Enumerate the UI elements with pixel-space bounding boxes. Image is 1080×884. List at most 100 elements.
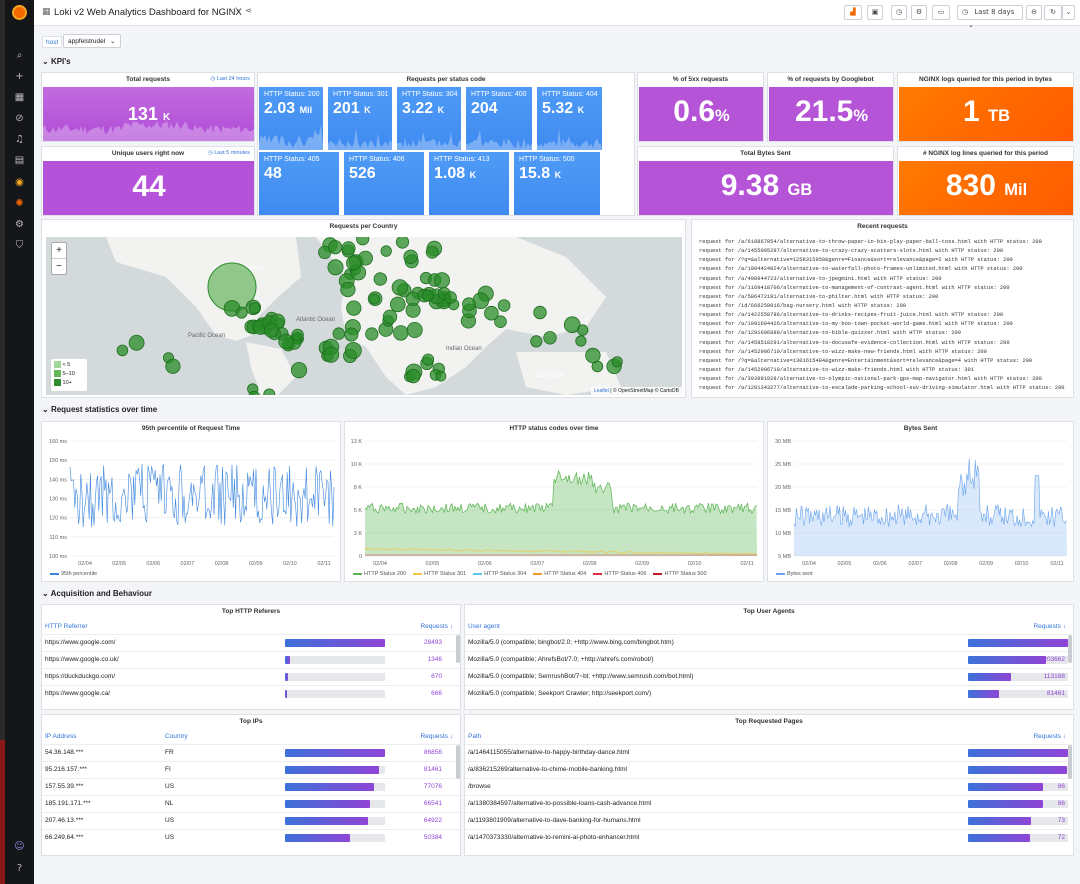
country-bubble[interactable]	[346, 255, 362, 271]
legend-item[interactable]: HTTP Status 200	[353, 571, 406, 577]
series-area-200[interactable]	[365, 470, 757, 556]
table-row[interactable]: Mozilla/5.0 (compatible; SemrushBot/7~bl…	[465, 668, 1073, 685]
shield-icon[interactable]: ⛉	[15, 240, 24, 251]
country-bubble[interactable]	[356, 237, 370, 246]
col-header-path[interactable]: Path	[468, 733, 482, 740]
country-bubble[interactable]	[327, 259, 344, 276]
country-bubble[interactable]	[563, 316, 581, 333]
series-line-301[interactable]	[364, 547, 757, 556]
country-bubble[interactable]	[235, 306, 248, 319]
log-lines-list[interactable]: request for /a/618867854/alternative-to-…	[699, 238, 1071, 395]
col-header-requests[interactable]: Requests ↓	[1033, 733, 1066, 740]
country-bubble[interactable]	[116, 344, 129, 357]
country-bubble[interactable]	[369, 293, 381, 305]
legend-item[interactable]: HTTP Status 406	[593, 571, 646, 577]
series-line-bytes[interactable]	[793, 458, 1067, 528]
country-bubble[interactable]	[328, 240, 343, 255]
row-name[interactable]: https://www.google.ca/	[45, 690, 111, 697]
country-bubble[interactable]	[346, 300, 362, 316]
country-bubble[interactable]	[248, 302, 261, 314]
add-panel-icon[interactable]: ▟	[844, 5, 862, 20]
share-icon[interactable]: ⋖	[245, 6, 252, 15]
zoom-out-icon[interactable]: ⊖	[1026, 5, 1042, 20]
col-header-requests[interactable]: Requests ↓	[420, 623, 453, 630]
row-name[interactable]: 66.249.64.***	[45, 834, 84, 841]
table-row[interactable]: /a/1193801909/alternative-to-dave-bankin…	[465, 812, 1073, 829]
country-bubble[interactable]	[344, 342, 362, 359]
legend-item[interactable]: HTTP Status 304	[473, 571, 526, 577]
time-picker[interactable]: ◷ Last 8 days ⌄	[957, 5, 1023, 29]
save-icon[interactable]: ▣	[867, 5, 883, 20]
table-row[interactable]: 207.46.13.*** US 64922	[42, 812, 460, 829]
country-bubble[interactable]	[462, 297, 476, 311]
zoom-in-button[interactable]: +	[52, 243, 66, 259]
table-row[interactable]: 54.36.148.*** FR 86856	[42, 744, 460, 761]
country-bubble[interactable]	[290, 362, 308, 379]
bytes-sent-legend[interactable]: Bytes sent	[776, 571, 813, 577]
country-bubble[interactable]	[322, 346, 340, 363]
table-row[interactable]: /browse 86	[465, 778, 1073, 795]
country-bubble[interactable]	[389, 296, 406, 313]
row-name[interactable]: https://www.google.com/	[45, 639, 116, 646]
country-bubble[interactable]	[291, 328, 304, 342]
country-bubble[interactable]	[422, 353, 435, 366]
row-name[interactable]: 95.216.157.***	[45, 766, 87, 773]
log-line[interactable]: request for /a/303981928/alternative-to-…	[699, 376, 1042, 383]
row-name[interactable]: 157.55.39.***	[45, 783, 84, 790]
row-name[interactable]: Mozilla/5.0 (compatible; SemrushBot/7~bl…	[468, 673, 694, 680]
host-variable-select[interactable]: appfelstrudel ⌄	[63, 34, 121, 48]
country-bubble[interactable]	[405, 291, 421, 307]
status-over-time-chart[interactable]: 13 K 10 K 8 K 5 K 3 K 0 02/04 02/05 02/06 02/07 02…	[345, 436, 764, 570]
globe-plugin-icon[interactable]: ◉	[15, 177, 24, 188]
col-header-requests[interactable]: Requests ↓	[1033, 623, 1066, 630]
section-acquisition[interactable]: ⌄ Acquisition and Behaviour	[42, 589, 152, 598]
search-icon[interactable]: ⌕	[16, 50, 23, 61]
section-request-stats[interactable]: ⌄ Request statistics over time	[42, 405, 157, 414]
log-line[interactable]: request for /a/1422550786/alternative-to…	[699, 312, 1004, 319]
table-row[interactable]: /a/836215269/alternative-to-chime-mobile…	[465, 761, 1073, 778]
scrollbar[interactable]	[456, 635, 460, 663]
refresh-button[interactable]: ↻	[1044, 5, 1062, 20]
p95-chart[interactable]: 160 ms 150 ms 140 ms 130 ms 120 ms 110 ms 100 …	[42, 436, 341, 570]
table-row[interactable]: 66.249.64.*** US 50384	[42, 829, 460, 846]
bytes-sent-chart[interactable]: 30 MB 25 MB 20 MB 15 MB 10 MB 5 MB 02/04 02/05 0…	[768, 436, 1074, 570]
country-bubble[interactable]	[425, 245, 439, 259]
row-name[interactable]: /a/1380384597/alternative-to-possible-lo…	[468, 800, 652, 807]
row-name[interactable]: https://www.google.co.uk/	[45, 656, 119, 663]
user-avatar-icon[interactable]: ☺	[14, 841, 25, 852]
status-over-time-legend[interactable]: HTTP Status 200 HTTP Status 301 HTTP Statu…	[353, 571, 714, 577]
country-bubble[interactable]	[444, 291, 457, 304]
row-name[interactable]: /browse	[468, 783, 491, 790]
tv-mode-icon[interactable]: ▭	[932, 5, 950, 20]
table-row[interactable]: /a/1380384597/alternative-to-possible-lo…	[465, 795, 1073, 812]
country-bubble[interactable]	[484, 305, 499, 321]
country-bubble[interactable]	[433, 272, 450, 289]
series-line-200[interactable]	[364, 469, 757, 515]
scrollbar[interactable]	[1068, 635, 1072, 663]
log-line[interactable]: request for /id/666250016/bag-nursery.ht…	[699, 302, 907, 309]
country-bubble[interactable]	[365, 327, 379, 341]
explore-icon[interactable]: ⊘	[15, 113, 24, 124]
row-name[interactable]: /a/1464115055/alternative-to-happy-birth…	[468, 749, 630, 756]
country-bubble[interactable]	[340, 281, 356, 298]
table-row[interactable]: Mozilla/5.0 (compatible; bingbot/2.0; +h…	[465, 634, 1073, 651]
col-header-referrer[interactable]: HTTP Referrer	[45, 623, 88, 630]
table-row[interactable]: Mozilla/5.0 (compatible; AhrefsBot/7.0; …	[465, 651, 1073, 668]
country-bubble[interactable]	[165, 358, 181, 374]
country-bubble[interactable]	[263, 322, 279, 338]
table-row[interactable]: 157.55.39.*** US 77076	[42, 778, 460, 795]
table-row[interactable]: Mozilla/5.0 (compatible; Seekport Crawle…	[465, 685, 1073, 702]
row-name[interactable]: /a/836215269/alternative-to-chime-mobile…	[468, 766, 627, 773]
country-bubble[interactable]	[435, 370, 447, 382]
row-name[interactable]: 207.46.13.***	[45, 817, 84, 824]
legend-item[interactable]: HTTP Status 301	[413, 571, 466, 577]
country-bubble[interactable]	[543, 331, 557, 345]
dashboard-title[interactable]: Loki v2 Web Analytics Dashboard for NGIN…	[54, 7, 242, 18]
history-icon[interactable]: ◷	[891, 5, 907, 20]
log-line[interactable]: request for /a/1169418706/alternative-to…	[699, 284, 1010, 291]
legend-item[interactable]: HTTP Status 500	[653, 571, 707, 577]
table-row[interactable]: https://duckduckgo.com/670	[42, 668, 460, 685]
log-line[interactable]: request for /a/1004424824/alternative-to…	[699, 266, 1023, 273]
country-bubble[interactable]	[585, 347, 601, 364]
p95-legend[interactable]: 95th percentile	[50, 571, 97, 577]
